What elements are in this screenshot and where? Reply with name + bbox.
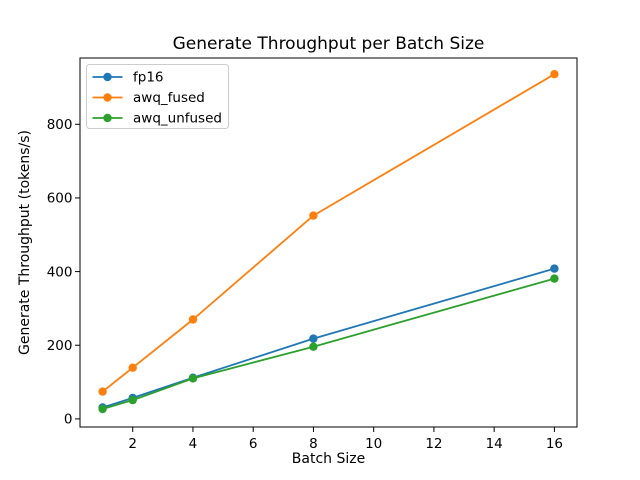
series-marker-awq_unfused — [550, 274, 559, 283]
series-marker-awq_fused — [550, 70, 559, 79]
x-tick-label: 4 — [189, 436, 198, 452]
chart-title: Generate Throughput per Batch Size — [173, 34, 485, 54]
x-tick-label: 16 — [546, 436, 563, 452]
series-line-awq_unfused — [101, 277, 556, 410]
y-tick-label: 0 — [64, 412, 73, 428]
series-marker-awq_fused — [309, 211, 318, 220]
series-marker-fp16 — [309, 334, 318, 343]
x-tick-label: 6 — [249, 436, 258, 452]
x-tick-label: 8 — [309, 436, 318, 452]
x-tick-label: 10 — [365, 436, 382, 452]
legend-box — [86, 64, 229, 129]
y-tick-label: 800 — [47, 117, 73, 133]
y-tick-label: 200 — [47, 338, 73, 354]
series-marker-awq_fused — [98, 387, 107, 396]
x-tick-label: 12 — [425, 436, 442, 452]
series-marker-awq_unfused — [309, 342, 318, 351]
legend-entry-label: fp16 — [133, 70, 164, 86]
y-axis-label: Generate Throughput (tokens/s) — [17, 130, 33, 355]
x-axis-label: Batch Size — [292, 451, 365, 467]
series-marker-awq_fused — [188, 315, 198, 324]
series-marker-awq_fused — [128, 363, 137, 372]
series-marker-awq_unfused — [128, 395, 137, 405]
legend-marker — [103, 113, 112, 123]
series-marker-awq_unfused — [98, 404, 107, 414]
legend-entry-label: awq_fused — [133, 90, 205, 106]
series-marker-awq_unfused — [188, 374, 198, 383]
legend-entry-label: awq_unfused — [133, 111, 222, 127]
x-tick-label: 2 — [128, 436, 137, 452]
x-tick-label: 14 — [486, 436, 503, 452]
series-marker-fp16 — [550, 264, 559, 273]
legend-marker — [103, 93, 112, 102]
y-tick-label: 400 — [47, 264, 73, 280]
legend-marker — [103, 72, 112, 82]
y-tick-label: 600 — [47, 191, 73, 207]
plot-border — [79, 57, 578, 428]
